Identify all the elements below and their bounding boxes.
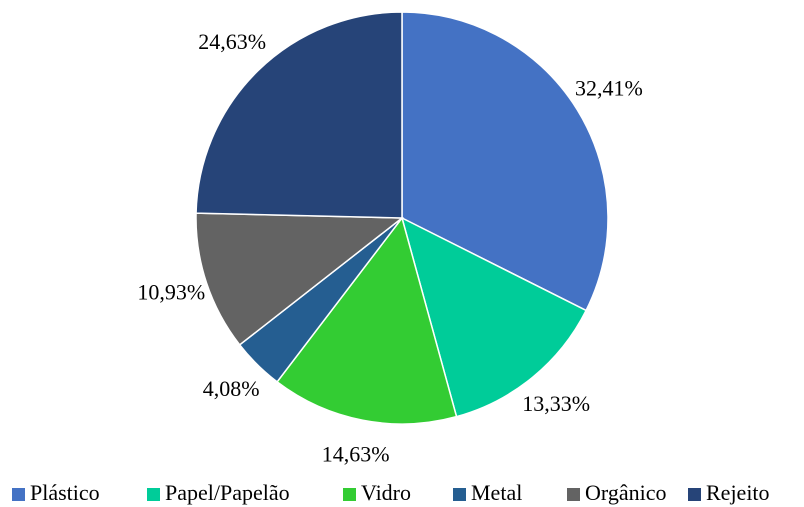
data-label: 32,41%: [575, 75, 643, 100]
pie-slice: [276, 216, 458, 425]
legend-label: Metal: [471, 480, 522, 505]
legend-swatch: [343, 488, 356, 501]
data-label: 10,93%: [137, 279, 205, 304]
legend-swatch: [453, 488, 466, 501]
data-label: 24,63%: [198, 29, 266, 54]
pie-slice: [401, 11, 609, 312]
pie-slice: [400, 216, 588, 418]
legend-swatch: [12, 488, 25, 501]
legend-swatch: [567, 488, 580, 501]
pie-slice: [195, 212, 405, 346]
legend-swatch: [688, 488, 701, 501]
legend-label: Papel/Papelão: [165, 480, 290, 505]
legend-label: Orgânico: [585, 480, 666, 505]
legend-label: Plástico: [30, 480, 100, 505]
legend-swatch: [147, 488, 160, 501]
legend-label: Rejeito: [706, 480, 770, 505]
pie-slice: [195, 11, 403, 219]
data-label: 4,08%: [203, 376, 260, 401]
data-label: 13,33%: [522, 391, 590, 416]
legend-label: Vidro: [361, 480, 411, 505]
data-label: 14,63%: [322, 442, 390, 467]
